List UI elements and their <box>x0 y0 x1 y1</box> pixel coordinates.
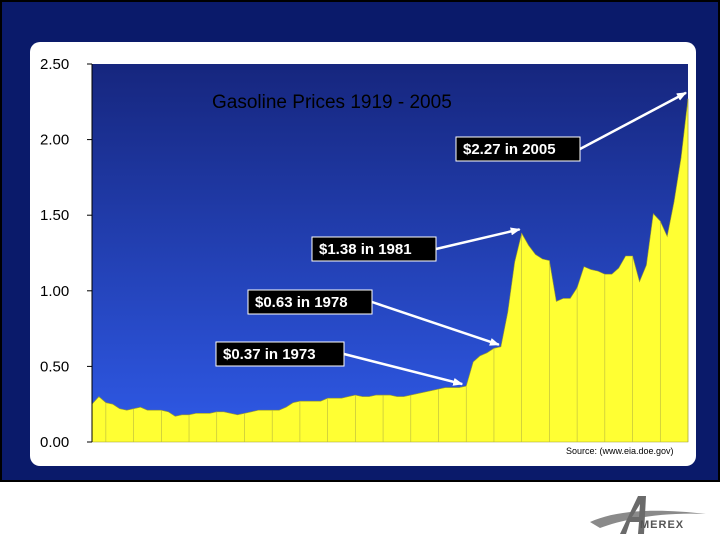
price-area <box>91 98 689 443</box>
y-tick-label: 0.50 <box>40 358 69 375</box>
logo-text: MEREX <box>640 519 685 531</box>
callout-arrow <box>343 352 464 386</box>
y-tick-label: 1.50 <box>40 207 69 224</box>
callout-arrow <box>435 227 521 251</box>
y-tick-label: 2.00 <box>40 132 69 149</box>
annotation-layer: $2.27 in 2005 $1.38 in 1981 $0.63 in 1978 $… <box>215 91 687 386</box>
logo-letter-a <box>620 496 646 534</box>
callout-box <box>455 136 581 162</box>
callout-arrow <box>579 91 687 151</box>
callout-box <box>311 236 437 262</box>
chart-title: Gasoline Prices 1919 - 2005 <box>212 92 452 113</box>
y-tick-label: 1.00 <box>40 283 69 300</box>
slide-frame: 0.00 0.50 1.00 1.50 2.00 2.50 Gasoline Prices… <box>0 0 720 482</box>
amerex-logo <box>590 496 706 534</box>
callout-label: $2.27 in 2005 <box>463 141 556 158</box>
chart-panel: 0.00 0.50 1.00 1.50 2.00 2.50 Gasoline Prices… <box>30 42 696 466</box>
y-tick-label: 0.00 <box>40 434 69 451</box>
callout-box <box>215 341 345 367</box>
callout-arrow <box>371 300 500 346</box>
area-layer <box>91 98 689 443</box>
callout-label: $0.63 in 1978 <box>255 294 348 311</box>
source-note: Source: (www.eia.doe.gov) <box>566 446 674 456</box>
logo-swoosh <box>590 510 706 528</box>
chart-svg: 0.00 0.50 1.00 1.50 2.00 2.50 Gasoline Prices… <box>40 56 689 456</box>
axis-layer: 0.00 0.50 1.00 1.50 2.00 2.50 <box>40 56 93 451</box>
callout-label: $0.37 in 1973 <box>223 346 316 363</box>
callout-box <box>247 289 373 315</box>
y-tick-label: 2.50 <box>40 56 69 73</box>
callout-label: $1.38 in 1981 <box>319 241 412 258</box>
